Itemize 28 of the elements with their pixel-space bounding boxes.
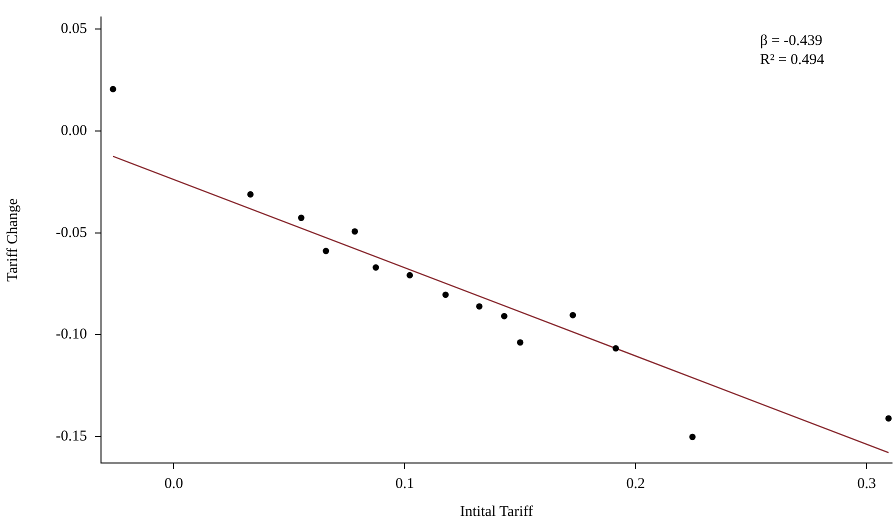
point bbox=[689, 434, 696, 440]
x-tick-label: 0.2 bbox=[626, 476, 646, 492]
x-tick-label: 0.3 bbox=[857, 476, 876, 492]
y-tick-label: 0.05 bbox=[60, 21, 87, 38]
point bbox=[516, 339, 524, 346]
x-tick-label: 0.1 bbox=[395, 476, 414, 492]
point bbox=[476, 303, 482, 310]
y-tick-label: -0.05 bbox=[56, 224, 87, 241]
point bbox=[110, 86, 116, 92]
point bbox=[570, 312, 576, 318]
point bbox=[612, 345, 619, 352]
y-tick-label: -0.10 bbox=[56, 326, 87, 343]
y-tick-label: -0.15 bbox=[56, 428, 87, 444]
annotation: R² = 0.494 bbox=[760, 52, 825, 68]
point bbox=[322, 248, 330, 254]
annotation: β = -0.439 bbox=[760, 33, 822, 49]
point bbox=[442, 292, 449, 298]
point bbox=[298, 214, 304, 221]
point bbox=[501, 312, 508, 320]
point bbox=[372, 264, 380, 271]
y-tick-label: 0.00 bbox=[60, 122, 87, 139]
point bbox=[247, 191, 254, 198]
x-axis-title: Intital Tariff bbox=[460, 504, 533, 520]
x-tick-label: 0.0 bbox=[164, 476, 184, 492]
point bbox=[406, 272, 413, 278]
point bbox=[885, 415, 892, 422]
y-axis-title: Tariff Change bbox=[4, 198, 21, 282]
point bbox=[352, 228, 358, 235]
